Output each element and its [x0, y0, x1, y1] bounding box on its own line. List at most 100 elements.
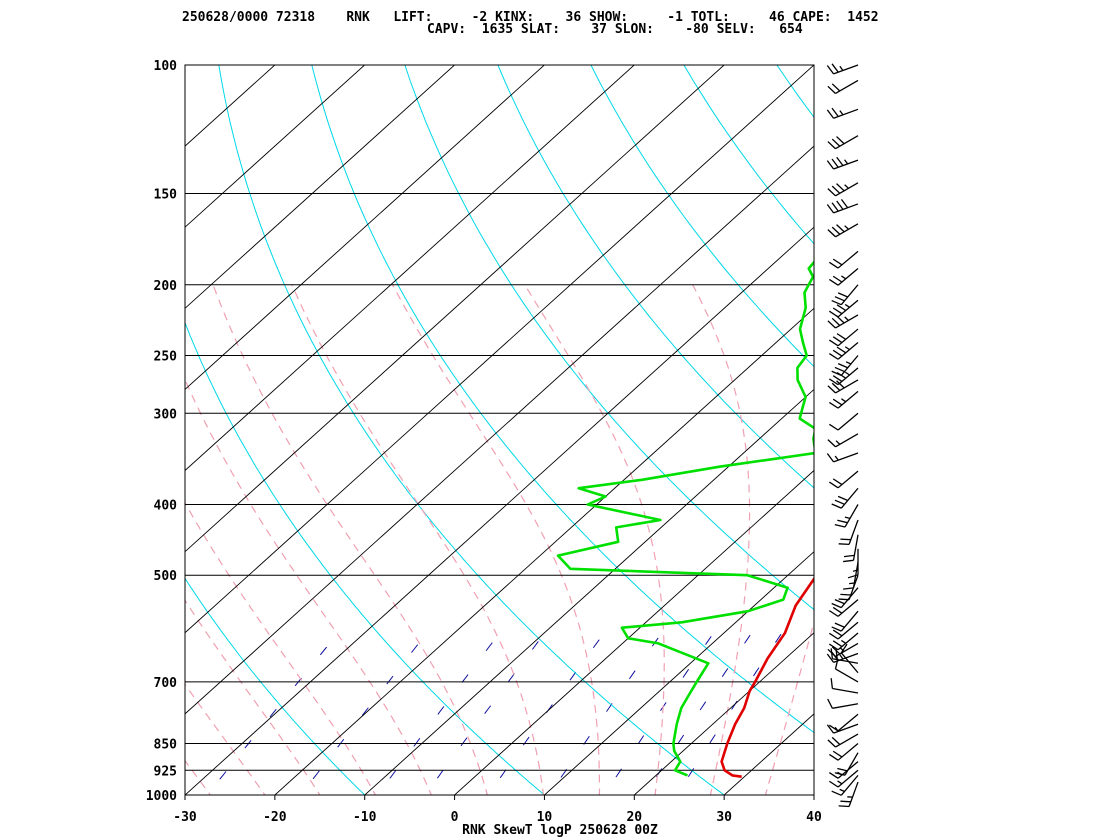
barb-staff [837, 299, 859, 318]
barb-flag [828, 352, 839, 360]
barb-half-flag [844, 371, 850, 376]
wind-barb [827, 698, 859, 709]
barb-staff [837, 267, 859, 286]
barb-flag [828, 632, 839, 640]
barb-staff [833, 64, 859, 75]
wind-barb [828, 267, 859, 286]
wind-barb [826, 156, 859, 170]
barb-flag [840, 198, 849, 209]
wind-barb [826, 198, 859, 214]
barb-staff [835, 182, 859, 197]
temperature-profile [720, 576, 814, 778]
barb-flag [827, 188, 836, 197]
temperature-label: 10 [537, 810, 553, 825]
barb-flag [828, 310, 839, 318]
barb-flag [828, 378, 839, 386]
pressure-label: 1000 [146, 789, 177, 804]
barb-flag [826, 724, 835, 734]
barb-flag [826, 65, 835, 75]
barb-flag [828, 401, 839, 409]
barb-flag [832, 398, 843, 406]
barb-flag [827, 320, 836, 329]
barb-staff [837, 470, 859, 489]
barb-flag [828, 423, 839, 431]
wind-barb [828, 367, 859, 386]
wind-barb [828, 299, 859, 318]
pressure-label: 100 [154, 59, 178, 74]
wind-barb [827, 135, 859, 150]
barb-flag [832, 258, 843, 266]
barb-flag [843, 559, 854, 563]
barb-half-flag [849, 582, 855, 585]
isotherm [185, 145, 814, 715]
wind-barb [826, 63, 859, 75]
barb-flag [837, 767, 848, 772]
barb-half-flag [834, 455, 839, 461]
dry-adiabat [311, 65, 814, 734]
isotherm [543, 551, 814, 795]
barb-flag [832, 336, 843, 344]
plot-frame [184, 64, 815, 796]
moist-adiabat [392, 284, 601, 795]
barb-staff [837, 342, 859, 360]
barb-flag [831, 646, 841, 655]
isotherm [185, 65, 276, 147]
pressure-label: 250 [154, 349, 178, 364]
barb-flag [831, 602, 842, 609]
wind-barb [828, 390, 859, 409]
header-line-2: CAPV: 1635 SLAT: 37 SLON: -80 SELV: 654 [427, 22, 803, 37]
barb-flag [827, 385, 836, 394]
barb-flag [837, 292, 848, 298]
barb-flag [831, 382, 841, 391]
wind-barb [826, 723, 859, 734]
barb-flag [831, 736, 841, 745]
barb-flag [836, 346, 847, 354]
temperature-label: 20 [626, 810, 642, 825]
barb-half-flag [837, 780, 843, 785]
dry-adiabat [218, 65, 725, 795]
barb-flag [826, 160, 835, 170]
dry-adiabat [590, 65, 814, 368]
wind-barb [827, 733, 859, 748]
barb-flag [834, 772, 846, 776]
barb-flag [831, 185, 841, 194]
barb-flag [834, 599, 845, 605]
barb-flag [830, 678, 834, 689]
moist-adiabat [0, 285, 168, 811]
isotherm [185, 65, 366, 228]
barb-staff [833, 108, 859, 119]
pressure-label: 700 [154, 676, 178, 691]
barb-flag [843, 587, 854, 590]
pressure-label: 400 [154, 499, 178, 514]
dry-adiabat [1041, 49, 1120, 811]
wind-barb [840, 643, 859, 674]
barb-flag [837, 519, 848, 524]
barb-flag [836, 380, 845, 389]
barb-flag [831, 299, 842, 306]
wind-barb [843, 534, 859, 563]
barb-flag [831, 503, 842, 509]
barb-flag [831, 83, 841, 92]
temperature-label: 0 [451, 810, 459, 825]
isotherm [274, 307, 814, 795]
wind-barb [827, 314, 859, 329]
wind-barb [830, 678, 859, 694]
barb-flag [838, 598, 850, 601]
barb-flag [832, 640, 843, 648]
barb-flag [836, 183, 845, 192]
barb-half-flag [839, 65, 844, 71]
barb-flag [831, 202, 839, 212]
moist-adiabat [692, 284, 751, 795]
mixing-ratio-line [603, 632, 714, 795]
pressure-label: 850 [154, 737, 178, 752]
wind-barbs [826, 63, 859, 808]
barb-flag [834, 366, 845, 373]
barb-flag [836, 156, 844, 167]
barb-flag [828, 772, 839, 779]
barb-staff [833, 452, 859, 463]
barb-flag [827, 141, 836, 150]
wind-barb [831, 284, 859, 306]
isotherm [185, 65, 456, 309]
barb-staff [835, 223, 859, 238]
wind-barb [828, 412, 859, 431]
